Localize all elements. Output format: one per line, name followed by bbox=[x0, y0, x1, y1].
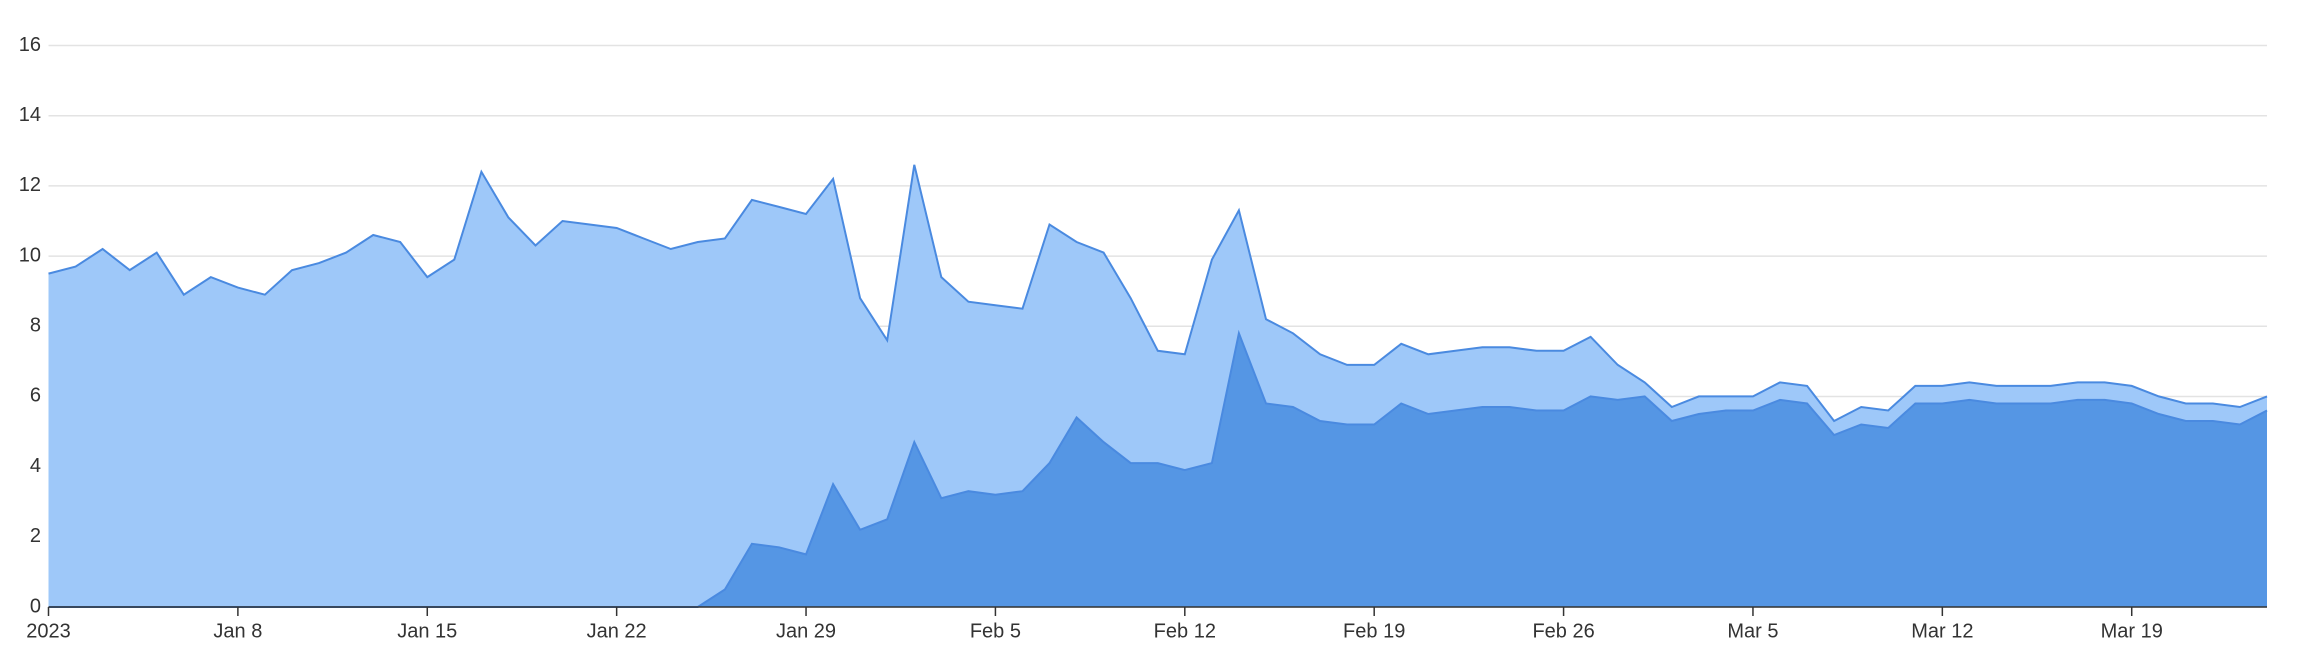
x-tick-label: Feb 12 bbox=[1154, 620, 1216, 642]
x-tick-label: 2023 bbox=[26, 620, 71, 642]
x-tick-label: Feb 19 bbox=[1343, 620, 1405, 642]
y-tick-label: 14 bbox=[19, 104, 41, 126]
y-tick-label: 0 bbox=[30, 595, 41, 617]
y-tick-label: 4 bbox=[30, 455, 41, 477]
y-tick-label: 2 bbox=[30, 525, 41, 547]
y-tick-label: 6 bbox=[30, 385, 41, 407]
y-tick-label: 10 bbox=[19, 244, 41, 266]
x-tick-label: Jan 15 bbox=[397, 620, 457, 642]
x-tick-label: Feb 26 bbox=[1532, 620, 1594, 642]
x-tick-label: Jan 8 bbox=[213, 620, 262, 642]
x-tick-label: Mar 5 bbox=[1727, 620, 1778, 642]
x-tick-label: Mar 12 bbox=[1911, 620, 1973, 642]
x-tick-label: Jan 22 bbox=[587, 620, 647, 642]
y-tick-label: 16 bbox=[19, 34, 41, 56]
area-line bbox=[48, 164, 2268, 423]
axes: 0 2 4 6 8 10 12 14 16 2023 Jan 8 Jan 15 Jan 22 Jan 29… bbox=[19, 34, 2267, 642]
x-tick-label: Jan 29 bbox=[776, 620, 836, 642]
x-tick-label: Feb 5 bbox=[970, 620, 1021, 642]
area bbox=[48, 333, 2267, 607]
x-tick-label: Mar 19 bbox=[2101, 620, 2163, 642]
plot-area bbox=[48, 164, 2268, 608]
y-tick-label: 8 bbox=[30, 315, 41, 337]
y-tick-label: 12 bbox=[19, 174, 41, 196]
